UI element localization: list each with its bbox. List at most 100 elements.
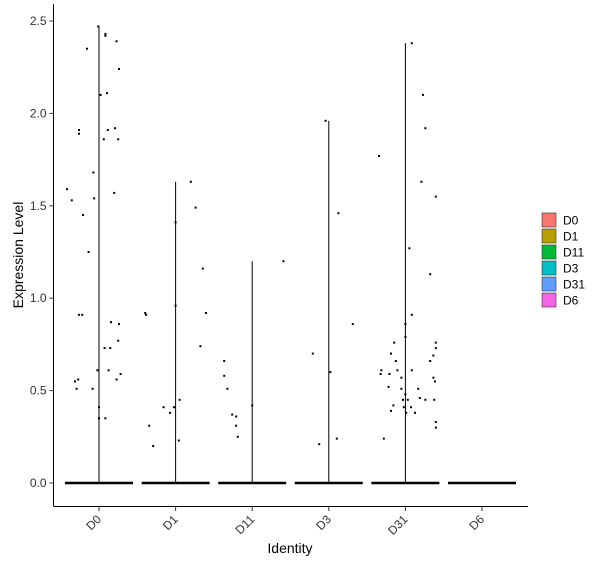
point-D31-12 — [434, 347, 437, 350]
point-D1-9 — [178, 398, 181, 401]
point-D3-4 — [329, 371, 332, 374]
point-D3-5 — [335, 437, 338, 440]
point-D11-4 — [235, 415, 238, 418]
point-D0-21 — [78, 313, 80, 316]
legend-label-D0: D0 — [563, 214, 579, 228]
point-D31-37 — [410, 406, 412, 409]
point-D0-35 — [91, 387, 94, 390]
point-D3-2 — [351, 323, 354, 326]
point-D0-33 — [74, 380, 76, 383]
point-D3-0 — [324, 119, 327, 122]
point-D31-28 — [400, 387, 403, 390]
point-D11-2 — [223, 374, 226, 377]
point-D1-14 — [177, 439, 180, 442]
point-D31-33 — [424, 398, 427, 401]
x-tick-label-D0: D0 — [83, 512, 104, 533]
point-D0-24 — [118, 323, 120, 326]
point-D0-25 — [103, 347, 106, 350]
point-D1-12 — [169, 411, 171, 414]
point-D0-13 — [102, 138, 105, 141]
point-D0-9 — [78, 132, 80, 135]
point-D31-3 — [378, 154, 380, 157]
legend-swatch-D1 — [541, 228, 557, 244]
legend: D0 D1 D11 D3 D31 D6 — [541, 212, 585, 308]
point-D1-1 — [174, 221, 177, 224]
point-D11-3 — [226, 387, 229, 390]
point-D1-4 — [174, 304, 177, 307]
point-D31-36 — [402, 406, 405, 409]
point-D31-30 — [402, 398, 404, 401]
point-D0-10 — [106, 129, 109, 131]
legend-label-D6: D6 — [563, 294, 579, 308]
point-D0-29 — [107, 369, 110, 372]
legend-swatch-D3 — [541, 260, 557, 276]
point-D31-35 — [392, 404, 395, 407]
point-D31-32 — [418, 397, 421, 399]
x-tick-label-D3: D3 — [313, 512, 334, 533]
point-D1-2 — [194, 206, 197, 209]
point-D0-23 — [110, 321, 112, 324]
point-D31-5 — [434, 195, 437, 198]
point-D1-6 — [145, 313, 147, 316]
point-D0-1 — [104, 32, 107, 35]
point-D0-38 — [104, 417, 107, 420]
point-D31-18 — [380, 369, 383, 372]
point-D31-20 — [396, 369, 399, 372]
legend-swatch-D6 — [541, 292, 557, 308]
point-D1-7 — [205, 312, 207, 314]
point-D0-28 — [96, 369, 99, 372]
point-D31-1 — [422, 93, 424, 96]
point-D3-1 — [337, 212, 340, 215]
point-D0-17 — [93, 197, 96, 200]
point-D31-24 — [432, 376, 435, 379]
point-D31-10 — [404, 336, 407, 338]
point-D31-9 — [404, 323, 407, 326]
point-D31-16 — [394, 360, 397, 362]
point-D11-1 — [223, 360, 226, 362]
point-D0-15 — [66, 188, 68, 191]
point-D31-15 — [432, 354, 435, 357]
point-D0-11 — [114, 127, 116, 130]
point-D3-6 — [318, 443, 321, 446]
point-D11-0 — [282, 260, 285, 263]
point-D31-26 — [387, 385, 390, 388]
point-D0-3 — [115, 40, 118, 43]
point-D0-31 — [115, 378, 118, 381]
point-D0-37 — [98, 417, 100, 420]
point-D1-11 — [162, 406, 165, 409]
x-tick-label-D1: D1 — [160, 512, 181, 533]
y-tick-label-3: 1.5 — [30, 199, 47, 213]
legend-label-D11: D11 — [563, 246, 584, 260]
y-tick-label-5: 2.5 — [30, 14, 47, 28]
point-D31-13 — [393, 341, 396, 344]
point-D1-10 — [173, 406, 175, 409]
y-tick-label-2: 1.0 — [30, 291, 47, 305]
point-D1-3 — [201, 267, 204, 270]
legend-label-D1: D1 — [563, 230, 579, 244]
point-D31-6 — [408, 247, 411, 250]
x-tick-label-D6: D6 — [466, 512, 487, 533]
point-D1-13 — [148, 424, 151, 427]
point-D31-40 — [414, 411, 416, 414]
point-D11-8 — [251, 404, 254, 407]
point-D31-27 — [417, 387, 420, 390]
x-tick-label-D31: D31 — [385, 512, 411, 538]
y-axis-title: Expression Level — [10, 202, 26, 309]
point-D31-7 — [429, 273, 432, 276]
point-D31-38 — [390, 409, 392, 412]
point-D0-14 — [92, 171, 95, 174]
point-D31-23 — [400, 376, 403, 379]
violins-layer — [65, 26, 516, 485]
point-D31-22 — [388, 373, 391, 375]
point-D0-16 — [113, 191, 116, 194]
point-D1-8 — [199, 345, 202, 348]
point-D31-19 — [379, 373, 382, 375]
y-ticks: 0.0 0.5 1.0 1.5 2.0 2.5 — [30, 14, 54, 490]
point-D0-30 — [119, 373, 122, 375]
point-D0-32 — [77, 378, 80, 381]
legend-swatch-D11 — [541, 244, 557, 260]
point-D0-36 — [98, 406, 100, 409]
point-D31-43 — [382, 437, 385, 440]
y-tick-label-0: 0.0 — [30, 476, 47, 490]
point-D1-0 — [189, 180, 192, 183]
